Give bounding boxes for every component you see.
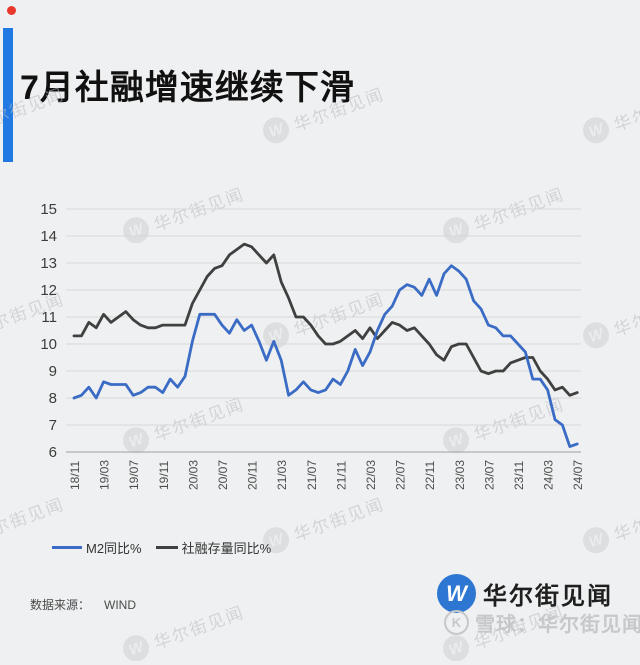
svg-text:13: 13 [40, 255, 57, 272]
legend-item-shr: 社融存量同比% [155, 538, 272, 557]
svg-text:8: 8 [49, 390, 57, 407]
svg-text:20/11: 20/11 [246, 461, 260, 490]
data-source: 数据来源： WIND [30, 596, 136, 613]
svg-text:23/07: 23/07 [482, 460, 496, 490]
svg-text:23/11: 23/11 [512, 461, 526, 490]
svg-text:9: 9 [49, 363, 57, 380]
xueqiu-watermark-text: 雪球：华尔街见闻 [475, 614, 640, 636]
xueqiu-watermark: K 雪球：华尔街见闻 [444, 608, 640, 637]
svg-text:15: 15 [40, 201, 57, 218]
x-axis-labels: 18/11 19/03 19/07 19/11 20/03 20/07 20/11 21/03… [68, 460, 585, 490]
chart-legend: M2同比% 社融存量同比% [52, 538, 271, 557]
watermark-w-logo-icon: W [579, 523, 613, 557]
legend-item-m2: M2同比% [52, 538, 142, 557]
svg-text:24/03: 24/03 [542, 460, 556, 490]
title-accent-bar [3, 28, 13, 162]
svg-text:24/07: 24/07 [571, 460, 585, 490]
chart-series-lines [72, 242, 579, 449]
legend-label-m2: M2同比% [86, 541, 142, 556]
svg-text:19/11: 19/11 [157, 461, 171, 490]
brand-name: 华尔街见闻 [483, 583, 613, 610]
svg-text:6: 6 [49, 444, 57, 461]
red-dot-icon [7, 6, 16, 15]
svg-text:19/03: 19/03 [98, 460, 112, 490]
legend-swatch-m2 [52, 546, 82, 549]
svg-text:10: 10 [40, 336, 57, 353]
svg-text:7: 7 [49, 417, 57, 434]
legend-swatch-shr [155, 546, 178, 549]
brand-w-logo-icon: W [437, 574, 476, 613]
data-source-value: WIND [104, 598, 137, 612]
svg-text:20/03: 20/03 [186, 460, 200, 490]
svg-text:22/03: 22/03 [364, 460, 378, 490]
watermark-w-logo-icon: W [119, 631, 153, 665]
svg-text:21/07: 21/07 [305, 460, 319, 490]
svg-text:21/03: 21/03 [275, 460, 289, 490]
watermark-text: 华尔街见闻 [151, 602, 248, 653]
line-chart: 6 7 8 9 10 11 12 13 14 15 18/11 19/03 19/07 19/11 20/… [40, 201, 585, 490]
svg-text:12: 12 [40, 282, 57, 299]
data-source-label: 数据来源： [30, 598, 91, 612]
svg-text:14: 14 [40, 228, 57, 245]
chart-gridlines [66, 208, 581, 453]
svg-text:18/11: 18/11 [68, 461, 82, 490]
svg-text:22/07: 22/07 [394, 460, 408, 490]
xueqiu-logo-icon: K [444, 610, 469, 635]
page-title: 7月社融增速继续下滑 [20, 69, 355, 107]
svg-text:19/07: 19/07 [127, 460, 141, 490]
brand: W 华尔街见闻 [437, 574, 613, 613]
svg-text:23/03: 23/03 [453, 460, 467, 490]
svg-text:20/07: 20/07 [216, 460, 230, 490]
svg-text:21/11: 21/11 [334, 461, 348, 490]
svg-text:11: 11 [41, 309, 57, 326]
svg-text:22/11: 22/11 [423, 461, 437, 490]
y-axis-labels: 6 7 8 9 10 11 12 13 14 15 [40, 201, 57, 461]
legend-label-shr: 社融存量同比% [181, 541, 272, 556]
